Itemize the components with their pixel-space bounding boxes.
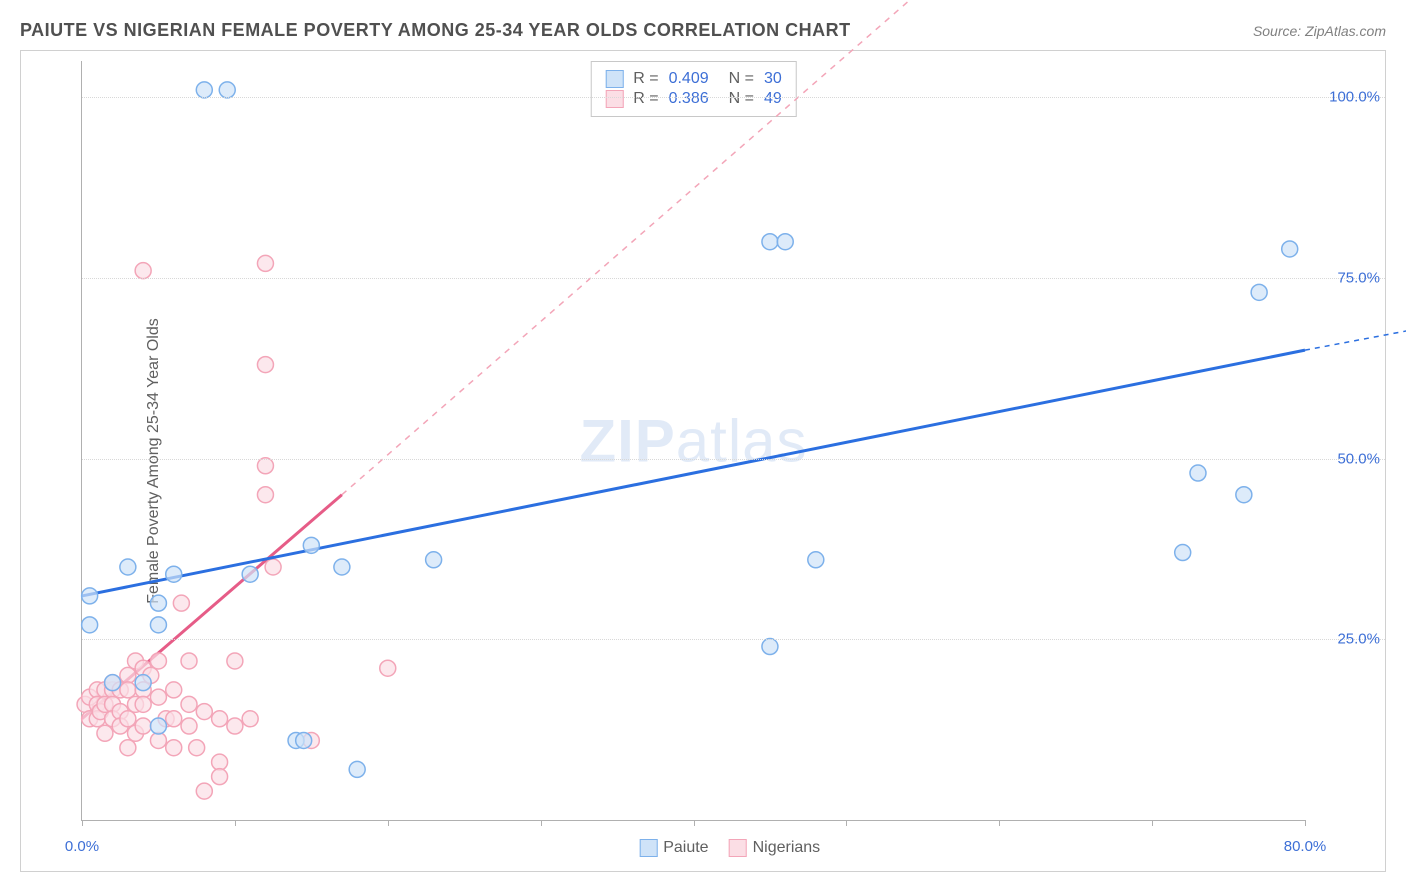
gridline — [82, 97, 1385, 98]
legend-item-paiute: Paiute — [639, 839, 708, 857]
xtick-mark — [846, 820, 847, 826]
legend-label-paiute: Paiute — [663, 839, 708, 857]
xtick-label: 80.0% — [1284, 838, 1327, 855]
xtick-mark — [694, 820, 695, 826]
xtick-mark — [388, 820, 389, 826]
chart-container: Female Poverty Among 25-34 Year Olds ZIP… — [20, 50, 1386, 872]
xtick-mark — [1305, 820, 1306, 826]
ytick-label: 50.0% — [1337, 450, 1380, 467]
plot-area: ZIPatlas R = 0.409 N = 30 R = 0.386 N = … — [81, 61, 1305, 821]
xtick-mark — [1152, 820, 1153, 826]
gridline — [82, 459, 1385, 460]
source-text: Source: ZipAtlas.com — [1253, 23, 1386, 39]
swatch-paiute — [639, 839, 657, 857]
legend-item-nigerians: Nigerians — [729, 839, 821, 857]
source-value: ZipAtlas.com — [1305, 23, 1386, 39]
legend-label-nigerians: Nigerians — [753, 839, 821, 857]
chart-title: PAIUTE VS NIGERIAN FEMALE POVERTY AMONG … — [20, 20, 851, 41]
xtick-mark — [235, 820, 236, 826]
xtick-mark — [541, 820, 542, 826]
xtick-mark — [82, 820, 83, 826]
gridline — [82, 639, 1385, 640]
swatch-nigerians — [729, 839, 747, 857]
ytick-label: 100.0% — [1329, 89, 1380, 106]
gridline — [82, 278, 1385, 279]
ytick-label: 75.0% — [1337, 269, 1380, 286]
plot-svg — [82, 61, 1305, 820]
ytick-label: 25.0% — [1337, 631, 1380, 648]
xtick-label: 0.0% — [65, 838, 99, 855]
xtick-mark — [999, 820, 1000, 826]
source-prefix: Source: — [1253, 23, 1305, 39]
bottom-legend: Paiute Nigerians — [639, 839, 820, 857]
